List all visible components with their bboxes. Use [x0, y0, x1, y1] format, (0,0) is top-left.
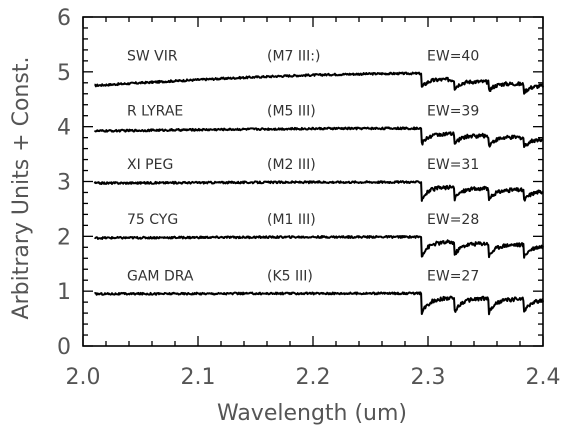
y-tick-label: 2 [57, 225, 71, 250]
spectrum-line [94, 235, 544, 259]
spectrum-line [93, 180, 544, 202]
x-tick-label: 2.4 [526, 365, 561, 390]
series-labels: SW VIR (M7 III:) EW=40 R LYRAE (M5 III) EW=39… [127, 48, 479, 284]
spectrum-line [94, 71, 544, 95]
y-tick-label: 1 [57, 280, 71, 305]
spectrum-line [94, 291, 544, 316]
y-tick-label: 3 [57, 171, 71, 196]
spectral-type-label: (K5 III) [267, 268, 313, 284]
x-tick-label: 2.2 [296, 365, 331, 390]
star-name-label: XI PEG [127, 157, 173, 173]
star-name-label: 75 CYG [127, 212, 178, 228]
ew-label: EW=27 [427, 268, 479, 284]
y-tick-label: 6 [57, 6, 71, 31]
ew-label: EW=39 [427, 103, 479, 119]
x-axis-ticks: 2.0 2.1 2.2 2.3 2.4 [66, 17, 561, 390]
spectra-series [93, 71, 544, 316]
y-axis-title: Arbitrary Units + Const. [9, 57, 34, 320]
spectrum-line [93, 126, 544, 148]
x-tick-label: 2.1 [181, 365, 216, 390]
x-tick-label: 2.3 [411, 365, 446, 390]
star-name-label: GAM DRA [127, 268, 194, 284]
x-tick-label: 2.0 [66, 365, 101, 390]
spectral-type-label: (M5 III) [267, 103, 316, 119]
star-name-label: SW VIR [127, 48, 178, 64]
spectral-type-label: (M7 III:) [267, 48, 320, 64]
y-tick-label: 0 [57, 335, 71, 360]
spectral-type-label: (M1 III) [267, 212, 316, 228]
ew-label: EW=31 [427, 157, 479, 173]
y-tick-label: 4 [57, 116, 71, 141]
x-axis-title: Wavelength (um) [217, 401, 407, 426]
spectral-type-label: (M2 III) [267, 157, 316, 173]
ew-label: EW=28 [427, 212, 479, 228]
star-name-label: R LYRAE [127, 103, 183, 119]
y-tick-label: 5 [57, 61, 71, 86]
ew-label: EW=40 [427, 48, 479, 64]
